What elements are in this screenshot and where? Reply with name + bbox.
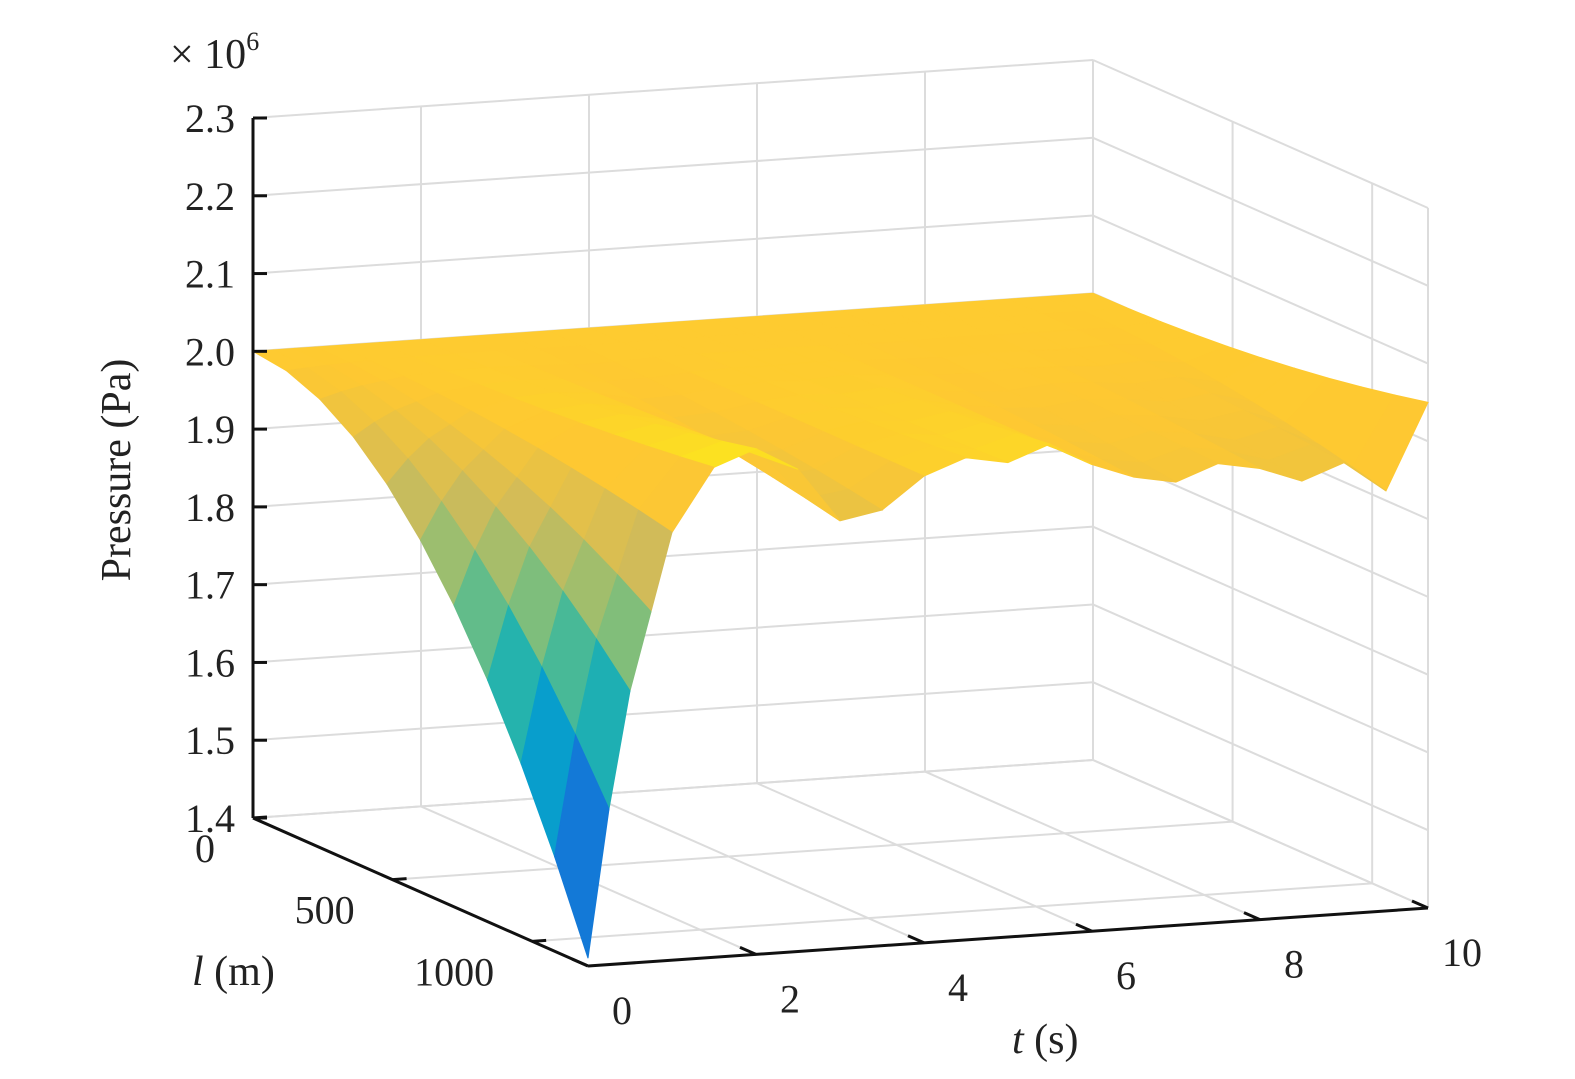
grid-line — [532, 882, 1373, 943]
l-tick — [392, 877, 407, 882]
l-tick-label: 0 — [195, 826, 215, 871]
t-tick-label: 8 — [1284, 942, 1304, 987]
z-tick-label: 1.6 — [185, 640, 235, 685]
z-tick-label: 1.8 — [185, 485, 235, 530]
l-tick-label: 1000 — [414, 949, 494, 994]
y-axis-unit: (s) — [1024, 1017, 1079, 1063]
grid-line — [252, 214, 1094, 275]
surface-patch — [553, 733, 610, 959]
grid-line — [1092, 759, 1429, 909]
grid-line — [252, 681, 1094, 742]
l-tick — [252, 815, 268, 820]
z-tick-label: 2.0 — [185, 329, 235, 374]
t-tick — [571, 957, 589, 968]
t-tick-label: 0 — [612, 988, 632, 1033]
t-axis-line — [587, 906, 1429, 968]
z-tick-label: 1.7 — [185, 563, 235, 608]
t-tick — [739, 946, 757, 956]
grid-line — [252, 759, 1094, 819]
grid-line — [1092, 681, 1429, 832]
z-tick-label: 1.9 — [185, 407, 235, 452]
t-tick — [1411, 899, 1429, 910]
t-tick-label: 2 — [780, 976, 800, 1021]
z-tick-label: 1.4 — [185, 796, 235, 841]
y-axis-var: t — [1012, 1017, 1025, 1063]
grid-line — [392, 820, 1233, 881]
grid-line — [252, 136, 1094, 197]
l-tick — [532, 938, 547, 943]
z-tick-label: 2.2 — [185, 174, 235, 219]
x-axis-unit: (m) — [204, 949, 275, 995]
tick-labels: 1.4 1.5 1.6 1.7 1.8 1.9 2.0 2.1 2.2 2.3 0 2 4 6 8 10 0 50… — [185, 96, 1482, 1033]
x-axis-label: l (m) — [192, 949, 275, 995]
z-axis-label: Pressure (Pa) — [94, 359, 140, 582]
grid-line — [1092, 59, 1429, 209]
grid-line — [1092, 603, 1429, 754]
z-tick-label: 2.1 — [185, 252, 235, 297]
z-tick-label: 1.5 — [185, 718, 235, 763]
t-tick — [1243, 911, 1261, 921]
z-tick-label: 2.3 — [185, 96, 235, 141]
x-axis-var: l — [192, 949, 204, 995]
l-tick-label: 500 — [295, 888, 355, 933]
grid-line — [1092, 136, 1429, 287]
z-exponent-base: × 10 — [170, 32, 246, 78]
t-tick-label: 4 — [948, 965, 968, 1010]
grid-line — [924, 770, 1261, 921]
t-tick — [1075, 922, 1093, 933]
pressure-surface — [251, 292, 1429, 959]
grid-line — [252, 603, 1094, 664]
grid-line — [756, 782, 1093, 933]
t-tick-label: 6 — [1116, 953, 1136, 998]
z-exponent: × 106 — [170, 27, 259, 78]
grid-line — [1092, 525, 1429, 676]
t-tick — [907, 934, 925, 945]
y-axis-label: t (s) — [1012, 1017, 1079, 1063]
grid-line — [252, 59, 1094, 119]
t-tick-label: 10 — [1442, 930, 1482, 975]
z-exponent-power: 6 — [246, 27, 259, 56]
axes — [251, 116, 1429, 968]
grid-line — [252, 525, 1094, 586]
grid-line — [588, 793, 925, 944]
